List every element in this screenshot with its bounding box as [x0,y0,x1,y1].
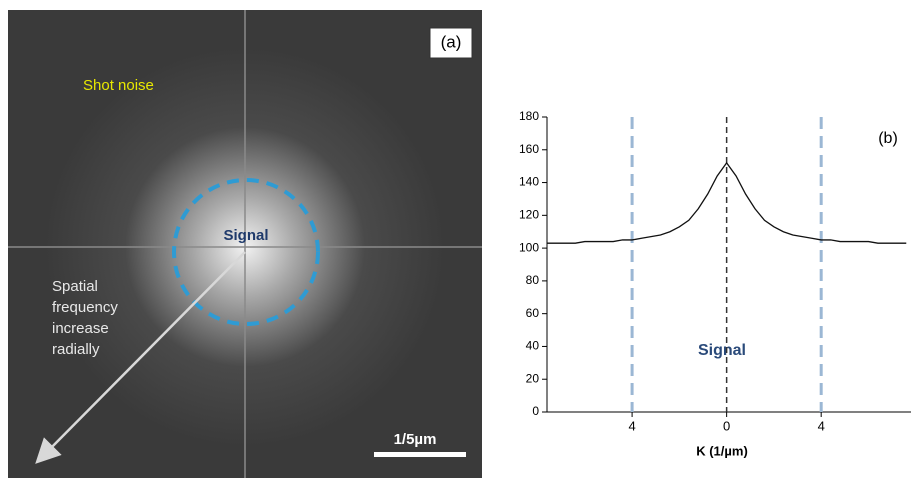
scale-bar-label: 1/5µm [394,431,437,448]
arrow [35,251,246,464]
panel-b: (b) Signal K (1/µm) 02040608010012014016… [519,109,911,458]
y-tick-label: 0 [532,404,539,418]
y-tick-label: 100 [519,240,539,254]
signal-circle [172,178,320,326]
x-axis-label: K (1/µm) [696,443,748,458]
y-tick-label: 160 [519,142,539,156]
x-tick-label: 0 [723,418,730,433]
arrow-label: increase [52,320,109,337]
y-tick-label: 180 [519,109,539,123]
annotation: Signal [698,342,746,359]
scale-bar [374,452,466,457]
label-box [429,27,473,59]
arrow-label: frequency [52,299,118,316]
noise-label: Shot noise [83,77,154,94]
data-line [547,161,907,244]
y-tick-label: 140 [519,175,539,189]
y-tick-label: 80 [526,273,540,287]
signal-label: Signal [223,227,268,244]
y-tick-label: 20 [526,371,540,385]
x-tick-label: 4 [818,418,825,433]
arrow-label: Spatial [52,278,98,295]
panel-label: (a) [441,32,462,51]
y-tick-label: 120 [519,208,539,222]
y-tick-label: 40 [526,339,540,353]
y-tick-label: 60 [526,306,540,320]
panel-label: (b) [878,130,898,147]
panel-a: (a) Shot noise Signal Spatial frequency … [8,10,482,478]
x-tick-label: 4 [628,418,635,433]
arrow-label: radially [52,341,100,358]
